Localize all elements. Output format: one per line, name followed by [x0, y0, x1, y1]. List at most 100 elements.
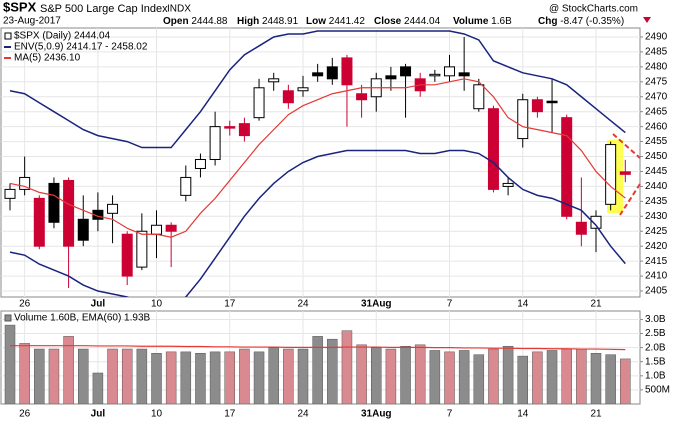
candle-body: [561, 117, 573, 217]
x-tick-label: 21: [590, 409, 602, 420]
y-tick-label: 2425: [645, 226, 668, 237]
volume-bar: [400, 345, 411, 404]
y-tick-label: 2420: [645, 241, 668, 252]
quote-value: 1.6B: [491, 16, 512, 27]
volume-bar: [502, 345, 514, 404]
volume-bar: [151, 353, 162, 404]
quote-value: 2448.91: [262, 16, 299, 27]
y-tick-label: 2430: [645, 211, 668, 222]
x-tick-label: 31Aug: [361, 299, 392, 310]
y-tick-label: 2490: [645, 32, 668, 43]
candle-body: [487, 108, 499, 190]
candle-body: [444, 66, 455, 77]
volume-bar: [312, 336, 323, 404]
y-tick-label: 2415: [645, 256, 668, 267]
volume-bar: [532, 351, 543, 404]
legend-label: ENV(5,0.9) 2414.17 - 2458.02: [14, 42, 148, 53]
candle-body: [297, 87, 309, 92]
quote-label: Close: [374, 16, 402, 27]
y-tick-label: 2435: [645, 196, 668, 207]
source: @ StockCharts.com: [549, 4, 638, 15]
y-tick-label: 2465: [645, 106, 668, 117]
candle-body: [400, 66, 412, 77]
volume-bar: [546, 350, 558, 404]
volume-bar: [78, 348, 89, 404]
volume-bar: [4, 324, 16, 404]
candle-body: [619, 171, 631, 175]
quote-label: Open: [163, 16, 189, 27]
volume-bar: [517, 355, 528, 404]
candle-body: [238, 123, 250, 137]
x-tick-label: 17: [224, 299, 236, 310]
y-tick-label: 2475: [645, 76, 668, 87]
y-tick-label: 2410: [645, 271, 668, 282]
y-tick-label: 2455: [645, 136, 668, 147]
candle-body: [385, 75, 397, 80]
quote-item: Volume 1.6B: [453, 16, 512, 27]
y-tick-label: 2.5B: [645, 328, 666, 339]
quote-label: Chg: [538, 16, 557, 27]
trend-line: [619, 183, 641, 216]
quote-item: High 2448.91: [237, 16, 299, 27]
x-tick-label: 26: [19, 299, 31, 310]
volume-bar: [327, 338, 338, 404]
volume-bar: [34, 348, 45, 404]
volume-bar: [561, 348, 572, 404]
candle-body: [151, 224, 162, 235]
volume-bar: [63, 336, 74, 404]
volume-bar: [107, 348, 118, 404]
volume-bar: [458, 350, 470, 404]
candle-body: [458, 72, 470, 77]
candle-body: [605, 144, 617, 205]
volume-bar: [371, 347, 382, 404]
y-tick-label: 500M: [645, 385, 670, 396]
quote-item: Open 2444.88: [163, 16, 228, 27]
x-tick-label: 14: [517, 409, 529, 420]
legend-label: Volume 1.60B, EMA(60) 1.93B: [14, 313, 151, 324]
down-arrow: [643, 17, 651, 23]
volume-bar: [488, 348, 499, 404]
volume-bar: [283, 348, 294, 404]
candle-body: [77, 218, 89, 241]
quote-item: Chg -8.47 (-0.35%): [538, 16, 624, 27]
price-panel: [0, 27, 641, 298]
volume-bar: [253, 351, 265, 404]
volume-bar: [576, 348, 587, 404]
x-tick-label: 17: [224, 409, 236, 420]
quote-value: -8.47 (-0.35%): [560, 16, 624, 27]
quote-value: 2441.42: [329, 16, 366, 27]
trend-line: [612, 133, 641, 159]
volume-bar: [385, 348, 397, 404]
candle-body: [282, 90, 294, 104]
series-group: [4, 30, 631, 297]
x-tick-label: 26: [19, 409, 31, 420]
candle-body: [4, 188, 16, 199]
annotation: [612, 133, 641, 216]
y-tick-label: 2445: [645, 166, 668, 177]
candle-body: [136, 230, 148, 268]
volume-bar: [429, 350, 441, 404]
candle-body: [63, 179, 75, 247]
candle-body: [107, 203, 119, 214]
candle-body: [517, 99, 529, 140]
y-tick-label: 2470: [645, 91, 668, 102]
series-group: [4, 324, 631, 404]
volume-bar: [209, 351, 221, 404]
x-tick-label: 7: [447, 409, 453, 420]
quote-value: 2444.04: [404, 16, 441, 27]
candle-body: [356, 93, 368, 101]
volume-bar: [414, 344, 426, 404]
y-tick-label: 3.0B: [645, 314, 666, 325]
x-tick-label: 24: [297, 409, 309, 420]
quote-item: Close 2444.04: [374, 16, 441, 27]
y-tick-label: 2405: [645, 286, 668, 297]
volume-bar: [341, 330, 353, 404]
y-tick-label: 2440: [645, 181, 668, 192]
volume-bar: [297, 348, 309, 404]
candle-body: [590, 215, 602, 229]
candle-body: [531, 99, 543, 113]
volume-bar: [180, 351, 192, 404]
